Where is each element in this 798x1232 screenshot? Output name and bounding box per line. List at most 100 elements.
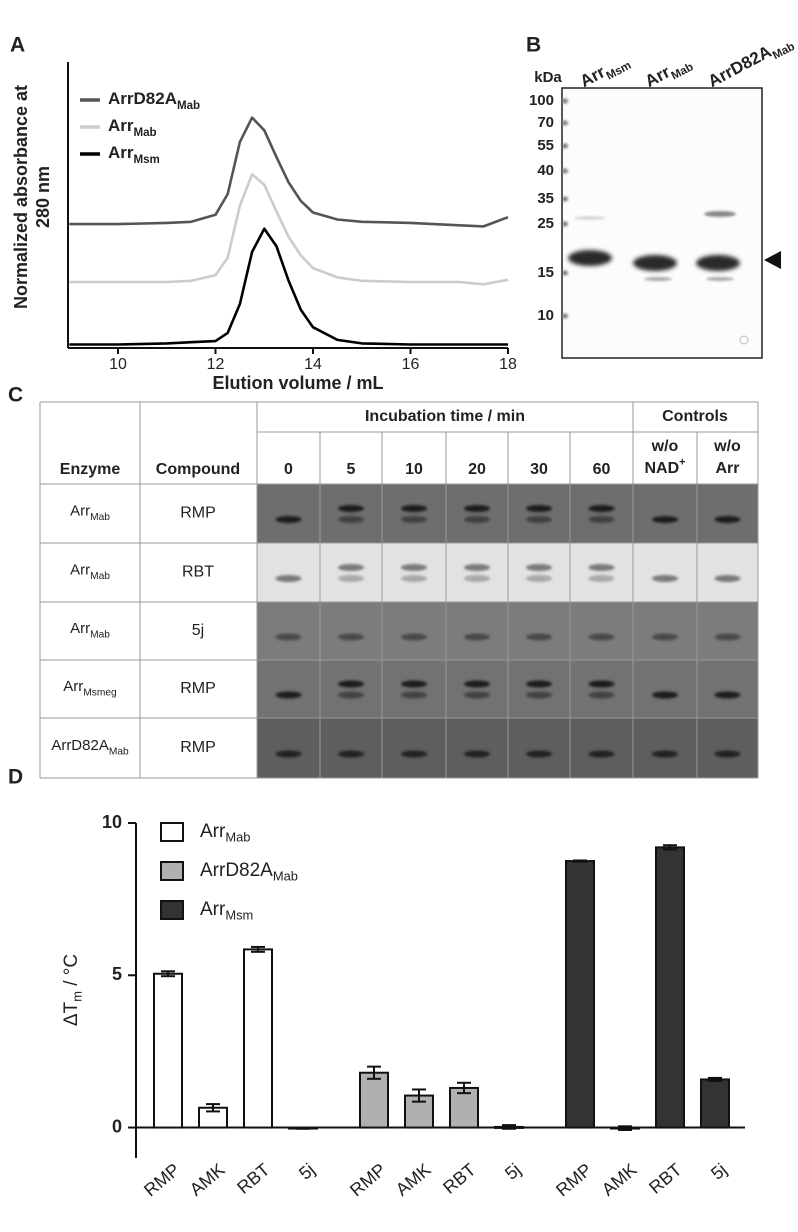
tlc-spot — [526, 633, 552, 641]
x-tick-label: 18 — [499, 356, 517, 373]
tlc-spot — [464, 750, 490, 758]
header-cell: Enzyme — [60, 461, 121, 478]
error-bar — [457, 1081, 471, 1095]
bar — [449, 1086, 479, 1129]
x-tick-label: AMK — [392, 1159, 435, 1199]
legend-label-part: Msm — [225, 908, 253, 923]
header-cell: 10 — [405, 461, 423, 478]
marker-band — [562, 143, 568, 149]
line-series — [69, 173, 509, 286]
tlc-spot — [401, 691, 427, 699]
gel-artifact — [739, 335, 749, 345]
legend-swatch — [160, 822, 184, 842]
tlc-spot — [652, 750, 678, 758]
enzyme-cell: ArrD82AMab — [51, 737, 129, 757]
legend-label-part: Mab — [177, 100, 200, 112]
tlc-spot — [464, 505, 490, 512]
marker-label: 10 — [537, 307, 554, 324]
enzyme-cell-part: Arr — [63, 678, 83, 695]
tlc-spot — [338, 750, 364, 758]
legend-label-part: Mab — [134, 127, 157, 139]
x-tick-label: 10 — [109, 356, 127, 373]
legend-label: ArrD82AMab — [200, 860, 298, 884]
lane-label-part: Mab — [670, 61, 696, 82]
enzyme-cell: ArrMsmeg — [63, 678, 117, 698]
enzyme-cell-part: Arr — [70, 561, 90, 578]
header-cell: w/o — [713, 438, 741, 455]
legend-label: ArrMab — [108, 116, 157, 139]
x-tick-label: AMK — [186, 1159, 229, 1199]
line-series — [69, 227, 508, 346]
tlc-spot — [338, 516, 364, 523]
enzyme-cell: ArrMab — [70, 620, 110, 640]
legend-label: ArrMab — [200, 821, 250, 845]
enzyme-cell: ArrMab — [70, 502, 110, 522]
enzyme-cell-part: ArrD82A — [51, 737, 109, 754]
tlc-spot — [588, 516, 615, 523]
enzyme-cell-part: Arr — [70, 620, 90, 637]
tlc-spot — [338, 575, 364, 582]
header-cell: Compound — [156, 461, 240, 478]
lane-label-part: Mab — [771, 41, 797, 62]
tlc-spot — [714, 633, 741, 641]
marker-band — [562, 168, 568, 174]
tlc-spot — [275, 575, 302, 582]
faint-band — [644, 277, 672, 281]
marker-label: 70 — [537, 114, 554, 131]
tlc-spot — [401, 505, 427, 512]
tlc-spot — [652, 516, 678, 523]
header-cell: Incubation time / min — [365, 408, 525, 425]
panel-label: C — [8, 384, 23, 407]
enzyme-cell-part: Mab — [109, 746, 129, 757]
tlc-spot — [338, 633, 364, 641]
y-axis-label: ΔTm / °C — [61, 954, 85, 1026]
error-bar — [367, 1065, 381, 1080]
x-tick-label: RBT — [439, 1159, 479, 1197]
tlc-spot — [464, 633, 490, 641]
legend-label-part: ArrD82A — [108, 89, 177, 108]
legend-label-part: Mab — [225, 830, 250, 845]
header-cell-part: NAD — [644, 460, 679, 477]
tlc-spot — [401, 516, 427, 523]
x-tick-label: RMP — [346, 1159, 389, 1200]
tlc-spot — [401, 633, 427, 641]
lane-label-part: Arr — [642, 63, 674, 92]
panel-label: B — [526, 34, 541, 57]
marker-band — [562, 196, 568, 202]
tlc-spot — [526, 691, 552, 699]
gel-image — [561, 87, 763, 359]
x-tick-label: RMP — [140, 1159, 183, 1200]
x-tick-label: 14 — [304, 356, 322, 373]
error-bar — [708, 1076, 722, 1082]
header-cell: 20 — [468, 461, 486, 478]
legend-swatch — [160, 900, 184, 920]
tlc-spot — [401, 575, 427, 582]
error-bar — [618, 1125, 632, 1131]
header-cell: 30 — [530, 461, 548, 478]
tlc-spot — [526, 575, 552, 582]
tlc-spot — [714, 750, 741, 758]
tlc-spot — [338, 564, 364, 571]
error-bar — [573, 859, 587, 863]
legend-label-part: Arr — [200, 821, 226, 842]
marker-band — [562, 120, 568, 126]
compound-cell: 5j — [192, 622, 204, 639]
faint-band — [704, 211, 736, 217]
lane-label-part: ArrD82A — [705, 42, 775, 91]
header-cell-part: + — [679, 456, 685, 468]
y-axis-label-part: ΔT — [61, 1001, 82, 1026]
header-cell: 0 — [284, 461, 293, 478]
y-axis-label-part: m — [70, 991, 85, 1002]
header-cell: 60 — [593, 461, 611, 478]
panel-label: A — [10, 34, 25, 57]
x-tick-label: 16 — [402, 356, 420, 373]
tlc-spot — [464, 564, 490, 571]
tlc-spot — [401, 564, 427, 571]
error-bar — [412, 1088, 426, 1103]
header-cell: Arr — [715, 460, 739, 477]
tlc-spot — [275, 516, 302, 523]
tlc-spot — [588, 575, 615, 582]
tlc-spot — [464, 680, 490, 688]
faint-band — [706, 277, 734, 281]
lane-label-part: Msm — [605, 60, 634, 83]
